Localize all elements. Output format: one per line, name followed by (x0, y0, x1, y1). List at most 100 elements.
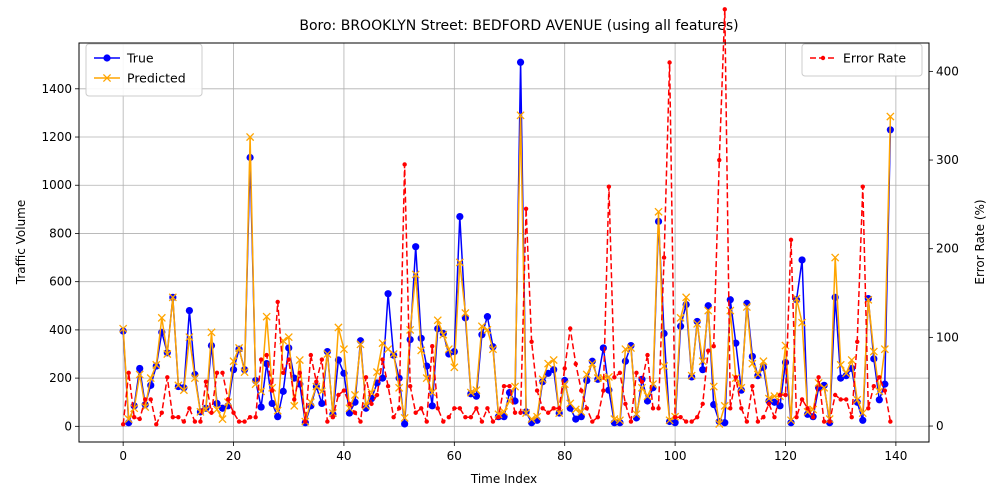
data-point-error-rate (154, 422, 159, 427)
data-point-predicted (632, 410, 641, 419)
data-point-true (621, 357, 630, 365)
data-point-error-rate (165, 375, 170, 380)
data-point-error-rate (452, 406, 457, 411)
data-point-predicted (709, 382, 718, 391)
data-point-error-rate (855, 339, 860, 345)
data-point-predicted (682, 293, 691, 302)
data-point-error-rate (369, 401, 374, 407)
legend-left: True Predicted (85, 43, 203, 97)
data-point-error-rate (860, 184, 865, 189)
data-point-predicted (853, 395, 862, 404)
data-point-error-rate (529, 339, 534, 345)
data-point-predicted (742, 302, 751, 312)
data-point-error-rate (198, 419, 203, 424)
data-point-predicted (516, 111, 525, 120)
data-point-predicted (472, 386, 481, 395)
data-point-error-rate (777, 392, 783, 398)
data-point-error-rate (645, 352, 650, 358)
data-point-error-rate (424, 419, 429, 424)
data-point-error-rate (844, 397, 849, 402)
data-point-error-rate (694, 414, 700, 420)
data-point-predicted (361, 401, 371, 410)
data-point-predicted (869, 347, 878, 356)
data-point-error-rate (799, 397, 805, 402)
data-point-true (693, 317, 701, 326)
data-point-error-rate (341, 388, 347, 393)
data-point-error-rate (534, 388, 540, 393)
data-point-predicted (582, 370, 591, 379)
legend-marker-true (103, 54, 111, 62)
data-point-error-rate (849, 414, 854, 420)
data-point-predicted (262, 312, 271, 321)
y-tick-label-right: 400 (936, 64, 959, 78)
legend-label-true: True (126, 51, 154, 66)
data-point-error-rate (584, 406, 589, 411)
data-point-predicted (720, 401, 729, 410)
data-point-error-rate (176, 414, 181, 420)
y-tick-label-left: 600 (49, 275, 72, 289)
series-line-true (122, 61, 892, 425)
data-point-predicted (400, 413, 409, 422)
data-point-error-rate (634, 370, 639, 376)
data-point-error-rate (501, 383, 507, 389)
data-point-predicted (753, 370, 762, 379)
data-point-error-rate (363, 375, 369, 380)
data-point-error-rate (131, 414, 137, 420)
data-point-error-rate (556, 406, 562, 411)
data-point-predicted (748, 359, 757, 368)
data-point-error-rate (744, 419, 750, 424)
data-point-predicted (538, 375, 547, 384)
data-point-error-rate (374, 392, 380, 398)
data-point-predicted (411, 270, 420, 279)
data-point-error-rate (137, 416, 142, 422)
data-point-error-rate (490, 419, 496, 424)
data-point-predicted (726, 306, 735, 315)
x-tick-label: 40 (336, 449, 351, 463)
series-points-true (119, 58, 894, 428)
data-point-error-rate (281, 370, 286, 376)
x-tick-label: 120 (774, 449, 797, 463)
data-point-predicted (284, 333, 293, 342)
data-point-error-rate (755, 419, 761, 424)
data-point-error-rate (871, 383, 877, 389)
y-tick-label-left: 200 (49, 371, 72, 385)
data-point-error-rate (788, 237, 794, 243)
data-point-error-rate (672, 414, 678, 420)
data-point-true (285, 344, 293, 352)
data-point-error-rate (496, 414, 501, 420)
data-point-predicted (223, 398, 233, 407)
data-point-predicted (455, 258, 464, 267)
data-point-error-rate (877, 375, 882, 380)
data-point-predicted (693, 319, 702, 328)
data-point-predicted (334, 323, 343, 332)
data-point-error-rate (457, 406, 463, 411)
data-point-predicted (306, 398, 315, 407)
data-point-predicted (527, 415, 536, 424)
data-point-error-rate (143, 397, 148, 402)
data-point-predicted (417, 346, 426, 355)
y-tick-label-left: 1000 (41, 178, 72, 192)
data-point-true (599, 344, 607, 352)
data-point-true (263, 360, 271, 368)
data-point-error-rate (832, 392, 838, 398)
data-point-predicted (290, 401, 299, 410)
data-point-error-rate (739, 406, 744, 411)
data-point-true (323, 347, 331, 356)
y-tick-label-right: 0 (936, 419, 944, 433)
data-point-error-rate (187, 406, 192, 411)
data-point-predicted (152, 360, 161, 369)
plot-frame (78, 42, 930, 443)
data-point-true (627, 341, 635, 350)
x-tick-label: 100 (664, 449, 687, 463)
data-point-error-rate (391, 414, 396, 420)
series-line-error-rate (122, 8, 892, 426)
data-point-predicted (698, 357, 707, 366)
data-point-error-rate (838, 397, 843, 402)
x-axis-label: Time Index (470, 472, 537, 486)
data-point-predicted (488, 345, 498, 354)
data-point-predicted (759, 357, 768, 366)
data-point-predicted (179, 386, 188, 395)
data-point-error-rate (805, 406, 810, 411)
data-point-predicted (240, 368, 249, 377)
